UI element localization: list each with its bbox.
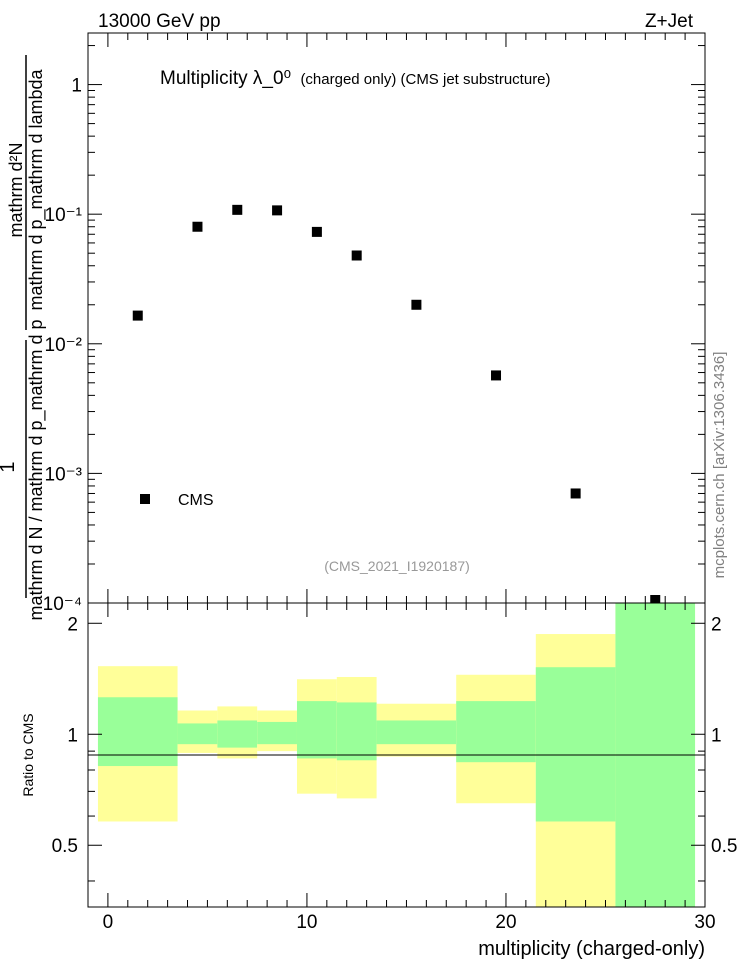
main-y-tick-label: 10⁻⁴ [43,594,82,615]
ratio-band-inner [177,723,218,745]
plot-title-suffix: (charged only) (CMS jet substructure) [300,71,550,88]
ratio-band-inner [97,697,178,767]
process-label: Z+Jet [645,11,694,32]
ratio-band-inner [257,721,297,745]
data-point [650,595,661,605]
energy-label: 13000 GeV pp [98,11,221,32]
data-point [351,250,362,261]
ratio-band-inner [456,701,536,763]
ratio-y-tick-label-right: 1 [711,725,722,746]
x-tick-label: 20 [495,912,516,933]
data-point [411,299,422,310]
data-point [132,310,143,321]
data-point [232,204,243,215]
main-y-tick-label: 10⁻¹ [45,205,83,226]
plot-title-main: Multiplicity λ_0⁰ [160,68,291,89]
ratio-y-tick-label-left: 1 [67,725,78,746]
ratio-band-inner [336,702,377,761]
ratio-panel: 0.5 0.5 1 1 2 2 0 10 20 30 Ratio to CMS multipli… [20,602,737,960]
ratio-y-tick-label-right: 0.5 [711,836,737,857]
x-tick-label: 0 [103,912,114,933]
data-point [311,226,322,237]
ratio-y-tick-label-left: 2 [67,614,78,635]
plot-title: Multiplicity λ_0⁰ (charged only) (CMS je… [160,68,551,89]
main-y-ticks [88,45,705,604]
y-axis-label-numerator: mathrm d²N [6,142,26,237]
main-y-tick-label: 1 [71,76,82,97]
data-point [570,488,581,499]
y-axis-label-one: 1 [0,461,19,472]
legend-marker [140,494,150,504]
y-axis-label: mathrm d²N mathrm d p_mathrm d lambda 1 … [0,55,47,621]
main-y-tick-label: 10⁻³ [45,464,83,485]
main-y-tick-labels: 1 10⁻¹ 10⁻² 10⁻³ 10⁻⁴ [43,76,82,615]
y-axis-label-fraction-bottom: mathrm d N / mathrm d p_mathrm d p [26,319,47,620]
main-panel: 1 10⁻¹ 10⁻² 10⁻³ 10⁻⁴ Multiplicity λ_0⁰ (cha… [0,32,706,621]
main-x-ticks [87,33,706,603]
data-point [272,205,283,216]
x-tick-label: 30 [694,912,715,933]
data-point [491,370,502,381]
watermark: mcplots.cern.ch [arXiv:1306.3436] [711,352,728,579]
y-axis-label-denominator: mathrm d p_mathrm d lambda [26,68,47,310]
ratio-band-inner [376,720,457,745]
main-y-tick-label: 10⁻² [45,335,83,356]
ratio-band-inner [535,667,616,822]
ratio-band-inner [217,720,258,748]
ratio-y-ticks: 0.5 0.5 1 1 2 2 [52,614,737,882]
ratio-band-inner [296,701,337,759]
data-points [132,204,661,605]
ratio-frame [87,602,706,908]
ratio-x-ticks: 0 10 20 30 [87,603,716,933]
main-frame [87,32,706,604]
legend-label: CMS [178,492,214,509]
x-tick-label: 10 [296,912,317,933]
data-point [192,221,203,232]
ratio-y-tick-label-right: 2 [711,614,722,635]
x-axis-label: multiplicity (charged-only) [478,938,705,960]
ratio-y-axis-label: Ratio to CMS [20,713,36,796]
legend: CMS [140,492,214,509]
ratio-y-tick-label-left: 0.5 [52,836,78,857]
analysis-label: (CMS_2021_I1920187) [324,558,470,574]
